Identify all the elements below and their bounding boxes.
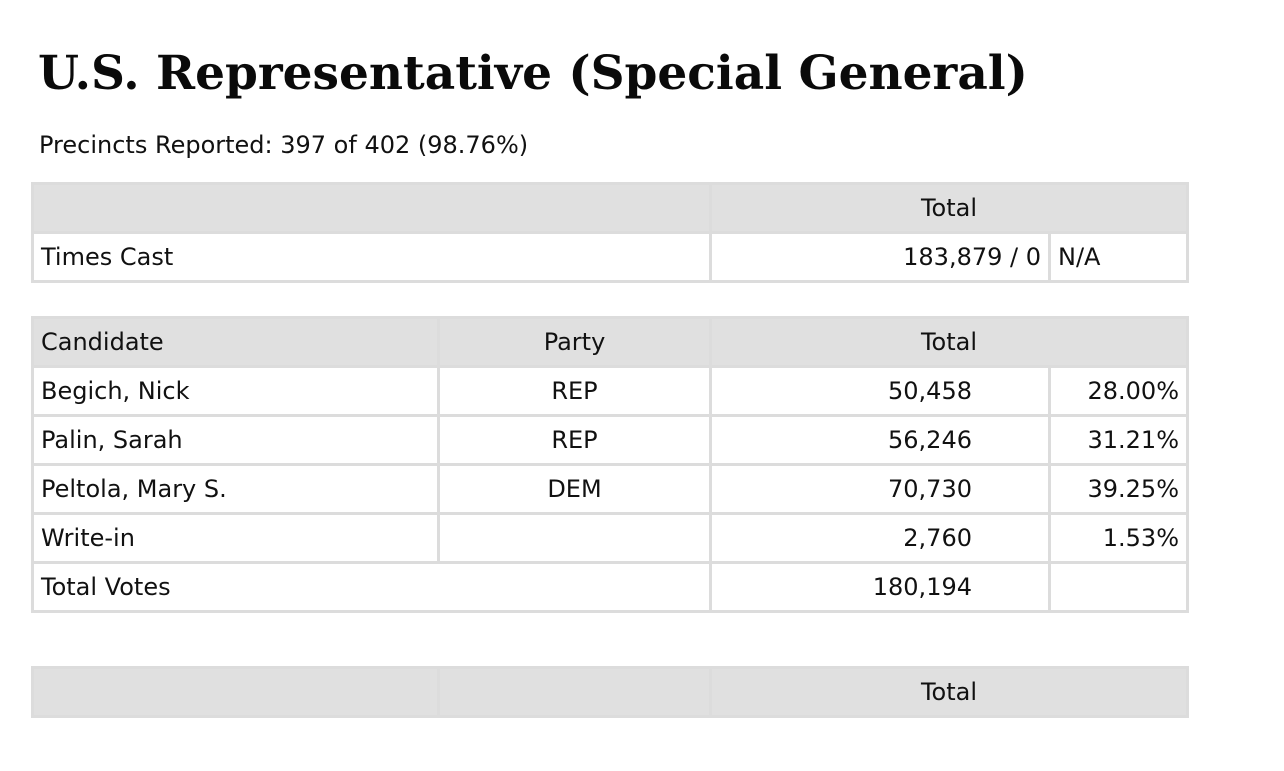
total-votes-pct-empty <box>1048 561 1189 613</box>
candidate-party: REP <box>437 365 712 417</box>
table-row: Begich, Nick REP 50,458 28.00% <box>31 365 1189 417</box>
header-total: Total <box>709 666 1189 718</box>
candidate-total: 50,458 <box>709 365 1051 417</box>
header-total: Total <box>709 316 1189 368</box>
candidate-party: REP <box>437 414 712 466</box>
candidate-name: Palin, Sarah <box>31 414 440 466</box>
candidate-name: Peltola, Mary S. <box>31 463 440 515</box>
total-votes-row: Total Votes 180,194 <box>31 561 1189 613</box>
header-empty-cell <box>31 182 712 234</box>
table-row: Palin, Sarah REP 56,246 31.21% <box>31 414 1189 466</box>
header-empty-cell <box>31 666 440 718</box>
total-votes-value: 180,194 <box>709 561 1051 613</box>
candidate-total: 56,246 <box>709 414 1051 466</box>
candidate-party <box>437 512 712 564</box>
header-total: Total <box>709 182 1189 234</box>
candidate-pct: 39.25% <box>1048 463 1189 515</box>
header-empty-cell <box>437 666 712 718</box>
candidate-pct: 31.21% <box>1048 414 1189 466</box>
times-cast-header-row: Total <box>31 182 1189 234</box>
next-results-table: Total <box>31 666 1189 718</box>
candidate-name: Write-in <box>31 512 440 564</box>
precincts-reported: Precincts Reported: 397 of 402 (98.76%) <box>39 131 529 159</box>
candidate-pct: 28.00% <box>1048 365 1189 417</box>
times-cast-row: Times Cast 183,879 / 0 N/A <box>31 231 1189 283</box>
header-party: Party <box>437 316 712 368</box>
candidate-total: 70,730 <box>709 463 1051 515</box>
total-votes-label: Total Votes <box>31 561 712 613</box>
candidate-name: Begich, Nick <box>31 365 440 417</box>
candidate-total: 2,760 <box>709 512 1051 564</box>
candidates-table: Candidate Party Total Begich, Nick REP 5… <box>31 316 1189 613</box>
times-cast-table: Total Times Cast 183,879 / 0 N/A <box>31 182 1189 283</box>
next-header-row: Total <box>31 666 1189 718</box>
table-row: Write-in 2,760 1.53% <box>31 512 1189 564</box>
times-cast-value: 183,879 / 0 <box>709 231 1051 283</box>
candidate-party: DEM <box>437 463 712 515</box>
times-cast-label: Times Cast <box>31 231 712 283</box>
candidates-header-row: Candidate Party Total <box>31 316 1189 368</box>
candidate-pct: 1.53% <box>1048 512 1189 564</box>
times-cast-pct: N/A <box>1048 231 1189 283</box>
page-title: U.S. Representative (Special General) <box>38 46 1028 101</box>
header-candidate: Candidate <box>31 316 440 368</box>
table-row: Peltola, Mary S. DEM 70,730 39.25% <box>31 463 1189 515</box>
